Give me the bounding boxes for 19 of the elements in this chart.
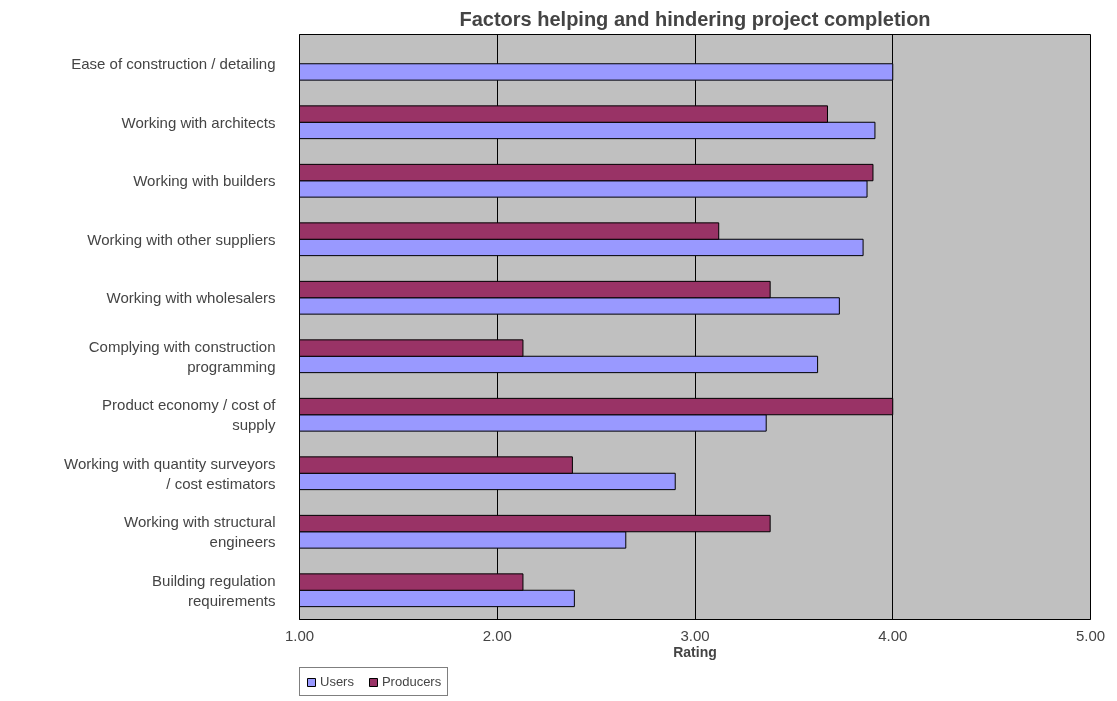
- x-axis-title: Rating: [673, 643, 717, 660]
- y-tick-label: Building regulation requirements: [152, 571, 276, 609]
- x-tick-label: 4.00: [878, 626, 908, 644]
- x-tick-label: 1.00: [284, 626, 315, 644]
- y-tick-label: Complying with construction programming: [88, 337, 276, 375]
- x-tick-label: 3.00: [680, 626, 710, 644]
- legend-label: Producers: [381, 674, 442, 689]
- x-tick-label: 5.00: [1075, 626, 1106, 644]
- y-tick-label: Working with architects: [121, 113, 276, 131]
- chart-title: Factors helping and hindering project completion: [459, 7, 931, 30]
- y-tick-label: Ease of construction / detailing: [71, 55, 276, 73]
- y-tick-label: Working with other suppliers: [87, 230, 276, 248]
- y-tick-label: Product economy / cost of supply: [102, 396, 277, 434]
- y-tick-label: Working with quantity surveyors / cost estimators: [64, 454, 276, 492]
- y-tick-label: Working with structural engineers: [124, 513, 276, 551]
- y-tick-label: Working with builders: [133, 172, 276, 190]
- y-tick-label: Working with wholesalers: [106, 289, 276, 307]
- legend-label: Users: [320, 674, 354, 689]
- x-tick-label: 2.00: [482, 626, 512, 644]
